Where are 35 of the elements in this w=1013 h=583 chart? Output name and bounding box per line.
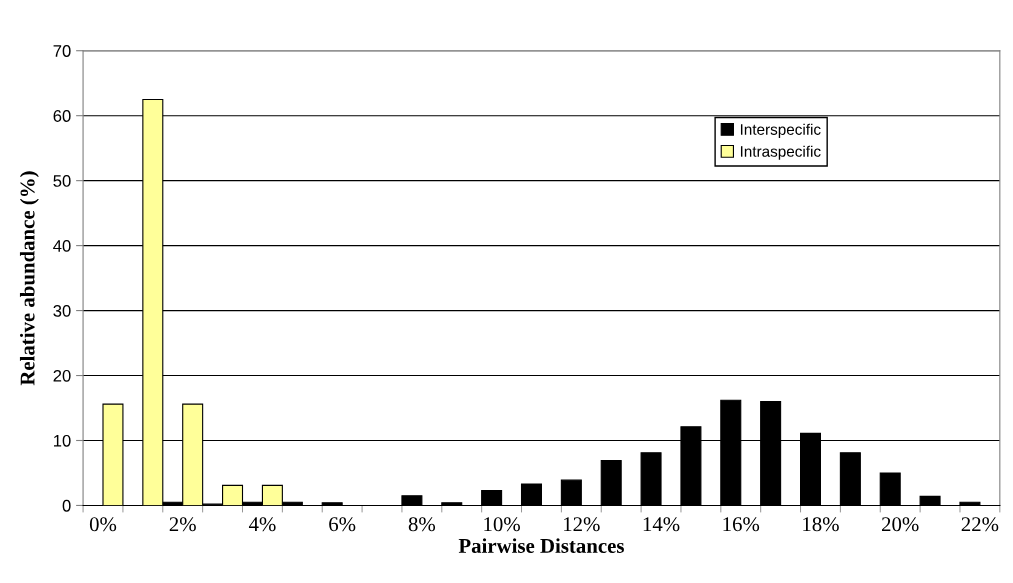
bar (520, 483, 543, 506)
y-axis-title: Relative abundance (%) (19, 171, 39, 386)
bar (560, 479, 582, 506)
y-tick-label: 30 (53, 304, 71, 317)
legend-label: Intraspecific (740, 145, 821, 160)
x-tick-label: 12% (564, 517, 600, 532)
bar (321, 502, 343, 506)
y-tick-label: 40 (53, 240, 71, 252)
x-tick-label: 8% (408, 517, 436, 532)
bar (640, 452, 662, 506)
bar (839, 452, 861, 506)
bar (879, 472, 901, 506)
y-tick-label: 20 (53, 369, 71, 382)
bar (919, 495, 941, 506)
legend-label: Interspecific (740, 123, 821, 138)
x-axis-title: Pairwise Distances (458, 538, 624, 553)
x-tick-label: 2% (169, 517, 196, 532)
x-tick-label: 16% (723, 517, 760, 532)
y-tick-label: 0 (62, 499, 71, 512)
x-tick-label: 4% (248, 517, 276, 532)
x-tick-label: 18% (803, 517, 839, 532)
bar (401, 495, 423, 506)
bar (441, 502, 463, 506)
bar (481, 489, 503, 506)
y-tick-label: 10 (53, 434, 71, 447)
y-tick-label: 50 (53, 175, 71, 187)
y-tick-label: 60 (53, 110, 71, 122)
x-tick-label: 6% (329, 517, 356, 532)
bar (600, 460, 622, 506)
y-tick-label: 70 (53, 45, 71, 57)
x-tick-label: 22% (961, 517, 999, 532)
x-tick-label: 20% (882, 517, 919, 532)
x-tick-label: 14% (643, 517, 680, 532)
x-tick-label: 0% (89, 517, 117, 532)
x-tick-label: 10% (484, 517, 520, 532)
